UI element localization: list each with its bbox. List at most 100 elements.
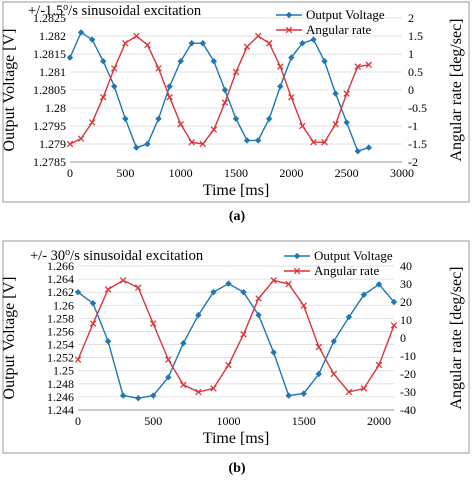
chart-title-sup: o [63, 2, 68, 13]
y-axis-title-right: Angular rate [deg/sec] [448, 266, 465, 409]
data-point-voltage [300, 390, 307, 397]
data-point-rate [321, 138, 328, 146]
data-point-voltage [134, 395, 142, 402]
right-tick-label: 1.5 [408, 29, 423, 43]
chart-title-prefix: +/-1.5 [28, 3, 63, 19]
data-point-voltage [288, 54, 295, 61]
chart-frame [2, 240, 470, 454]
data-point-rate [345, 388, 353, 396]
data-point-rate [149, 320, 157, 327]
chart-title-suffix: /s sinusoidal excitation [68, 3, 202, 19]
right-tick-label: -0.5 [408, 101, 427, 115]
data-point-voltage [210, 58, 218, 65]
data-point-voltage [104, 338, 112, 345]
legend-marker-voltage [285, 11, 293, 19]
x-axis-title: Time [ms] [203, 430, 270, 447]
data-point-rate [155, 65, 162, 72]
data-point-voltage [354, 148, 361, 155]
right-tick-label: 2 [408, 11, 414, 25]
data-point-voltage [254, 137, 262, 144]
x-tick-label: 1000 [216, 414, 240, 428]
x-tick-label: 2000 [367, 414, 391, 428]
data-point-rate [88, 119, 96, 126]
chart-frame [2, 1, 470, 203]
chart-title-sup: o [65, 247, 70, 258]
data-point-rate [221, 99, 229, 106]
legend-label: Angular rate [306, 22, 372, 37]
data-point-rate [166, 93, 173, 101]
data-point-rate [390, 322, 398, 329]
data-point-rate [89, 320, 97, 327]
left-tick-label: 1.258 [47, 311, 74, 325]
data-point-voltage [155, 115, 162, 122]
chart-a-svg: 1.2785 1.279 1.2795 1.28 1.2805 1.281 1.2815 1.… [1, 1, 470, 224]
x-tick-label: 500 [144, 414, 162, 428]
data-point-voltage [330, 338, 338, 345]
data-point-voltage [180, 340, 187, 347]
data-point-voltage [310, 36, 317, 43]
data-point-rate [99, 93, 107, 101]
data-point-voltage [232, 115, 240, 122]
data-point-rate [74, 356, 82, 363]
left-tick-label: 1.2825 [33, 11, 66, 25]
data-point-rate [66, 140, 74, 148]
left-tick-label: 1.2795 [33, 119, 66, 133]
data-point-voltage [133, 144, 140, 151]
left-tick-label: 1.26 [53, 298, 74, 312]
panel-label: (a) [229, 209, 246, 224]
legend-marker-rate [293, 267, 301, 275]
chart-title: +/-1.5o/s sinusoidal excitation [28, 2, 202, 19]
data-point-voltage [77, 29, 85, 36]
data-point-rate [232, 68, 240, 76]
data-point-voltage [365, 144, 372, 151]
y-axis-title-left: Output Voltage [V] [1, 277, 18, 400]
chart-title: +/- 30o/s sinusoidal excitation [30, 247, 204, 264]
data-point-voltage [270, 349, 277, 356]
data-point-rate [133, 32, 140, 40]
chart-b-svg: 1.2441.2461.2481.251.2521.2541.2561.2581… [1, 240, 470, 476]
data-point-voltage [111, 83, 118, 90]
right-tick-label: -40 [400, 403, 416, 417]
right-tick-label: -1.5 [408, 137, 427, 151]
right-tick-label: 40 [400, 259, 412, 273]
x-tick-label: 1500 [224, 166, 248, 180]
x-tick-label: 500 [116, 166, 134, 180]
data-point-rate [195, 388, 202, 396]
data-point-voltage [119, 392, 127, 399]
data-point-rate [254, 32, 262, 40]
data-point-voltage [375, 281, 383, 288]
data-point-voltage [225, 280, 232, 287]
data-point-voltage [285, 392, 292, 399]
right-tick-label: 0.5 [408, 65, 423, 79]
data-point-rate [277, 63, 284, 70]
data-point-rate [354, 63, 361, 70]
x-tick-label: 1000 [169, 166, 193, 180]
data-point-rate [243, 43, 251, 51]
legend-label: Angular rate [314, 263, 380, 278]
data-point-voltage [255, 311, 262, 319]
left-tick-label: 1.28 [45, 101, 66, 115]
right-tick-label: -10 [400, 349, 416, 363]
data-point-rate [299, 122, 306, 130]
data-point-rate [255, 295, 262, 302]
data-point-rate [144, 41, 151, 49]
data-point-rate [104, 286, 112, 293]
data-point-voltage [277, 83, 284, 90]
data-point-voltage [240, 288, 247, 296]
data-point-rate [199, 140, 207, 148]
x-tick-label: 2500 [335, 166, 359, 180]
data-point-voltage [321, 58, 328, 65]
legend-marker-voltage [293, 252, 301, 260]
data-point-rate [360, 385, 368, 392]
data-point-rate [330, 370, 338, 378]
data-point-rate [210, 126, 218, 133]
data-point-voltage [332, 90, 339, 97]
left-tick-label: 1.25 [53, 364, 74, 378]
x-axis-title: Time [ms] [203, 182, 270, 199]
right-tick-label: -30 [400, 385, 416, 399]
data-point-rate [240, 331, 247, 338]
data-point-rate [288, 93, 295, 101]
data-point-voltage [165, 374, 172, 381]
chart-panel-b: 1.244 1.246 1.248 1.25 1.252 1.254 1.256 1.258 1… [0, 238, 474, 480]
data-point-rate [188, 138, 195, 146]
